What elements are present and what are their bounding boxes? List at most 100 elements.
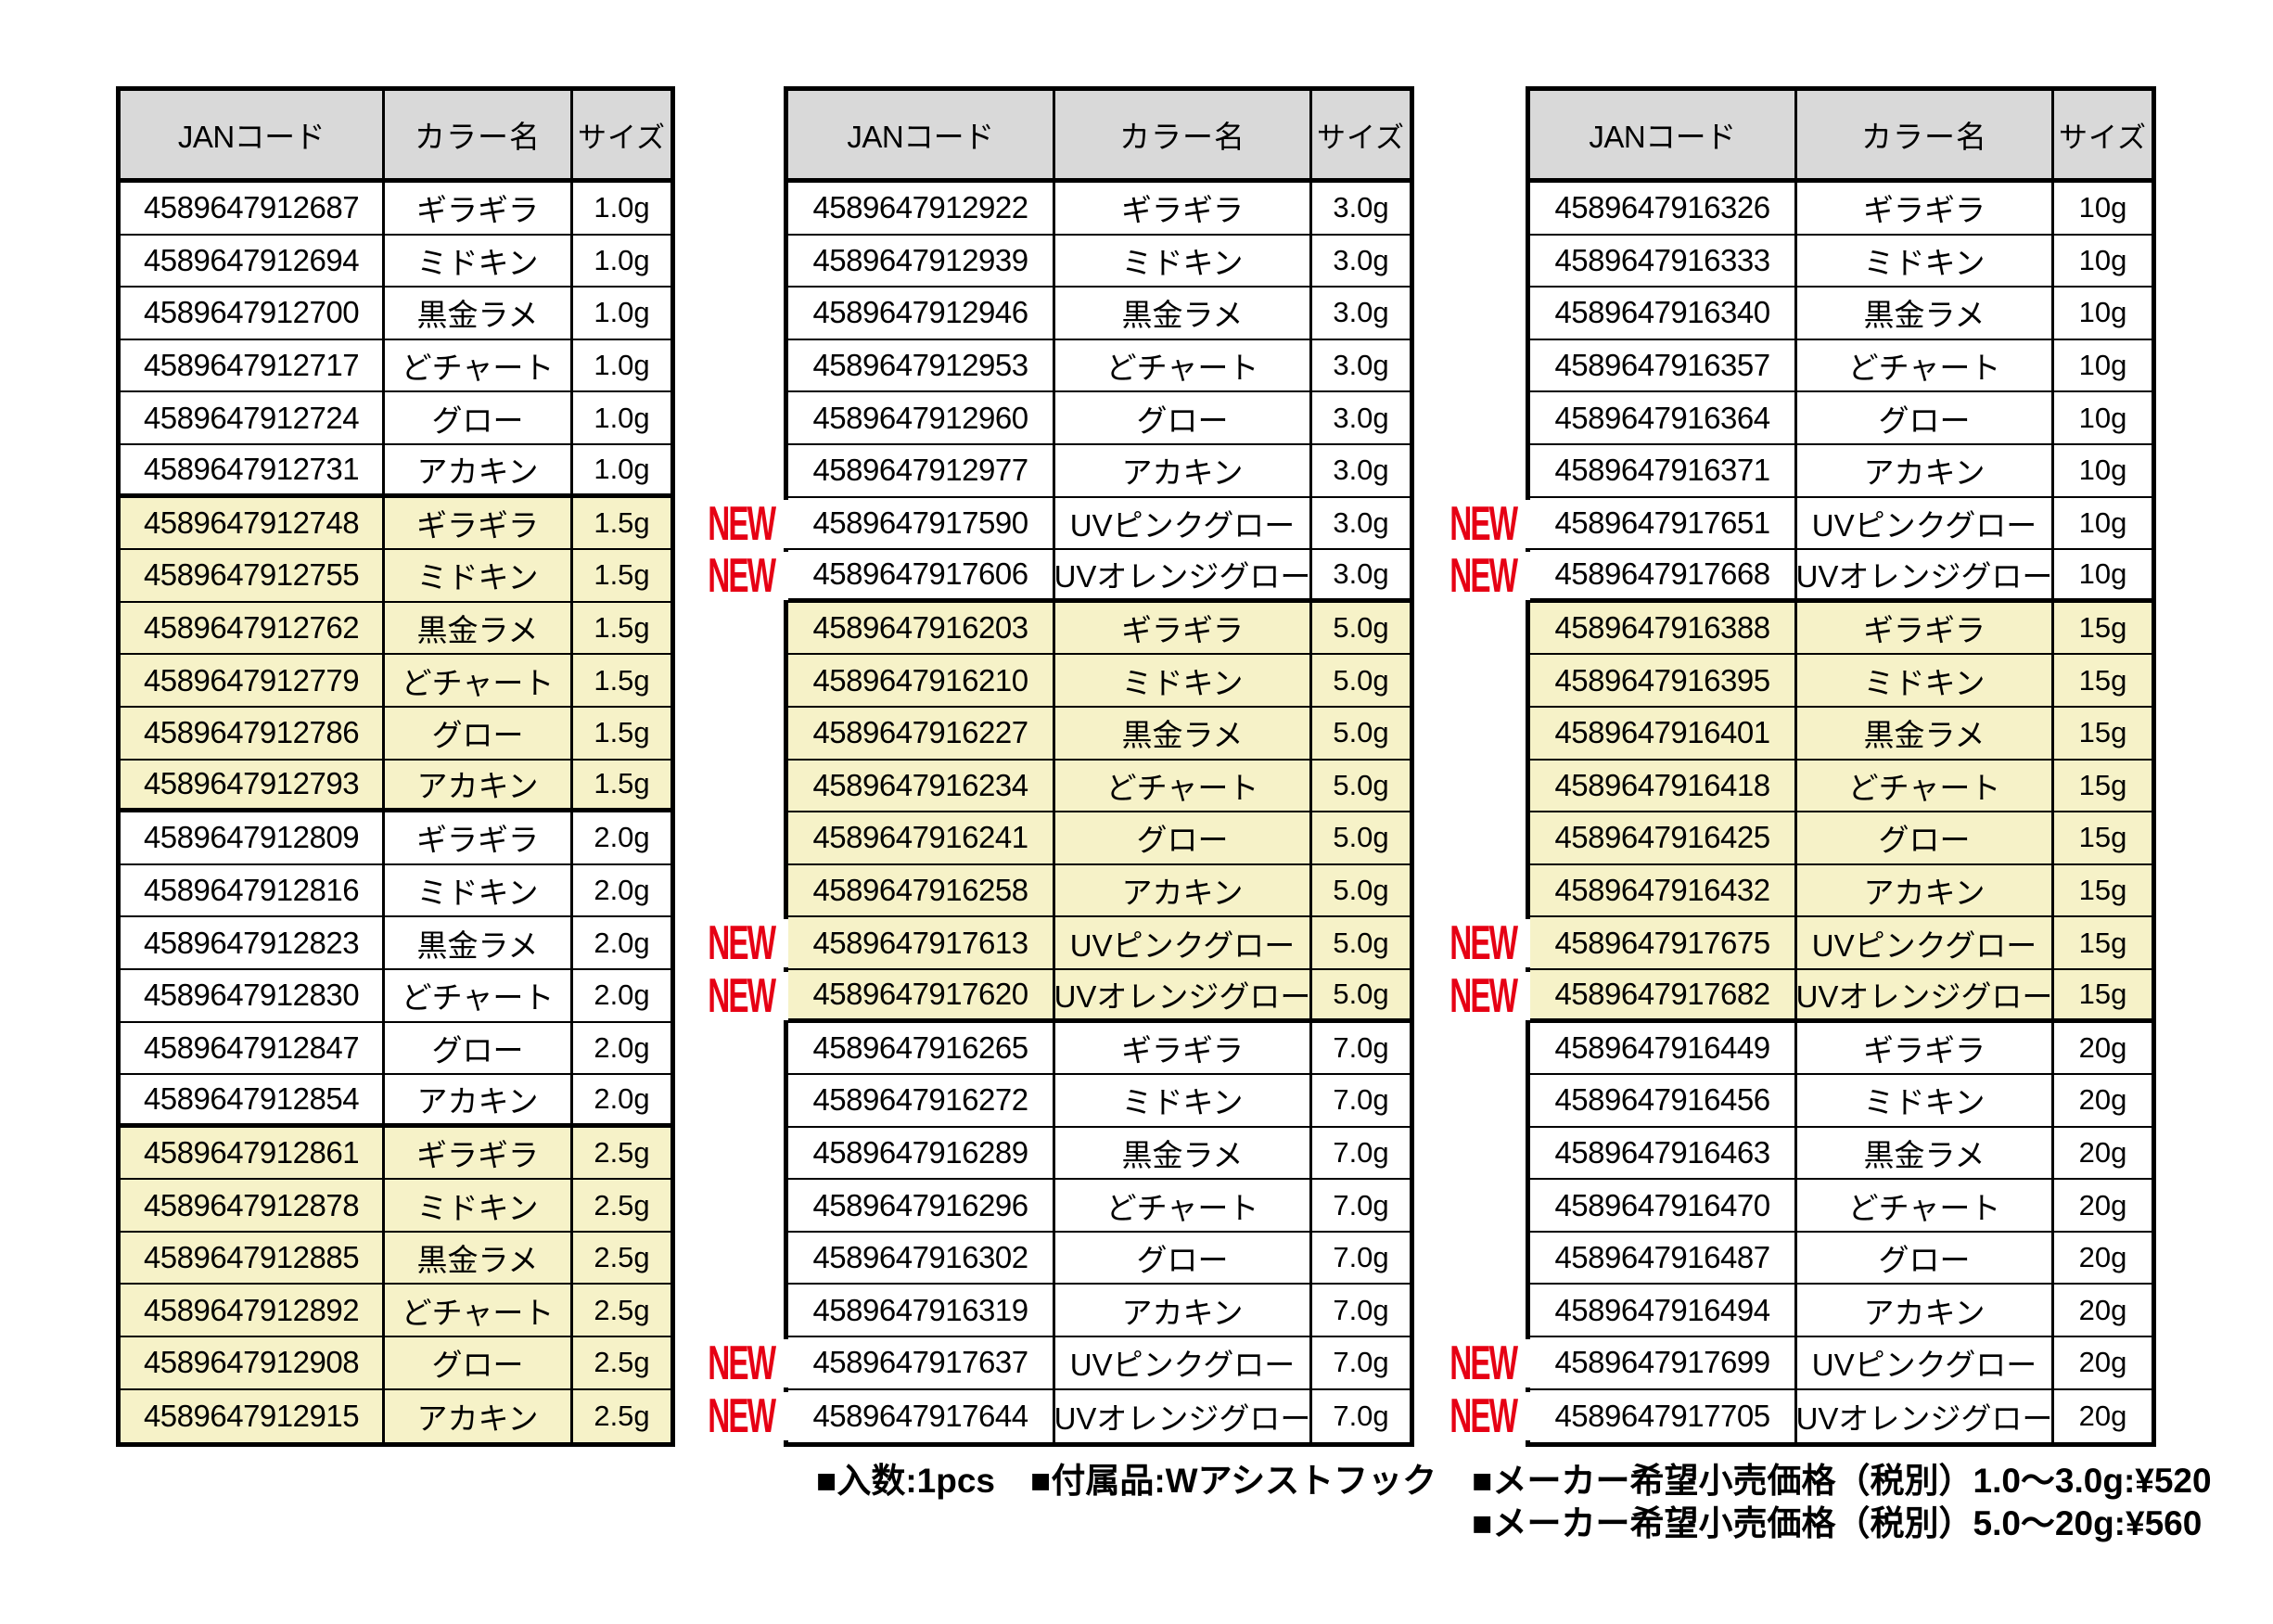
table-row: 4589647916357 どチャート 10g — [1530, 339, 2152, 393]
color-cell: どチャート — [1055, 760, 1312, 812]
table-body: 4589647912687 ギラギラ 1.0g 4589647912694 ミドキン 1.… — [121, 183, 670, 1443]
jan-cell: 4589647912793 — [121, 760, 385, 809]
table-row: 4589647912700 黒金ラメ 1.0g — [121, 288, 670, 340]
size-cell: 3.0g — [1333, 191, 1389, 224]
new-badge-label: NEW — [1449, 1336, 1519, 1391]
color-cell: アカキン — [385, 760, 573, 809]
table-row: 4589647912823 黒金ラメ 2.0g — [121, 917, 670, 970]
jan-code-table-sizes-10g-20g: JANコード カラー名 サイズ 4589647916326 ギラギラ 10g 4589… — [1437, 86, 2156, 1448]
color-cell: 黒金ラメ — [1797, 288, 2054, 339]
table-row: 4589647912861 ギラギラ 2.5g — [121, 1127, 670, 1181]
color-cell: アカキン — [385, 444, 573, 493]
jan-cell: 4589647912762 — [121, 602, 385, 654]
table-row: 4589647916395 ミドキン 15g — [1530, 655, 2152, 708]
table-row: 4589647916326 ギラギラ 10g — [1530, 183, 2152, 236]
size-cell: 1.0g — [594, 296, 650, 329]
color-cell: グロー — [1055, 1232, 1312, 1284]
new-badge-label: NEW — [708, 968, 777, 1023]
jan-cell: 4589647916395 — [1530, 655, 1797, 706]
jan-cell: 4589647917613 — [788, 917, 1055, 968]
new-badge: NEW — [695, 549, 788, 603]
size-cell: 20g — [2078, 1083, 2127, 1117]
column-header-jan: JANコード — [1530, 91, 1797, 178]
jan-code-table-sizes-1.0g-2.5g: JANコード カラー名 サイズ 4589647912687 ギラギラ 1.0g 458… — [116, 86, 675, 1448]
table-row: NEW 4589647917644 UVオレンジグロー 7.0g — [695, 1389, 1410, 1443]
jan-cell: 4589647916333 — [1530, 235, 1797, 287]
color-cell: グロー — [1055, 812, 1312, 863]
size-cell: 2.0g — [594, 1030, 650, 1064]
table-row: 4589647912816 ミドキン 2.0g — [121, 864, 670, 918]
color-cell: どチャート — [385, 969, 573, 1021]
jan-cell: 4589647916265 — [788, 1022, 1055, 1074]
size-cell: 10g — [2078, 349, 2127, 382]
table-row: 4589647916371 アカキン 10g — [1530, 444, 2152, 498]
size-cell: 5.0g — [1333, 663, 1389, 697]
color-cell: アカキン — [1797, 864, 2054, 916]
table-row: 4589647912953 どチャート 3.0g — [788, 339, 1410, 393]
jan-cell: 4589647916432 — [1530, 864, 1797, 916]
table-row: 4589647916241 グロー 5.0g — [788, 812, 1410, 865]
column-header-size: サイズ — [2058, 121, 2148, 154]
table-row: NEW 4589647917613 UVピンクグロー 5.0g — [695, 916, 1410, 970]
jan-cell: 4589647916289 — [788, 1127, 1055, 1179]
column-header-jan: JANコード — [121, 91, 385, 178]
color-cell: ギラギラ — [385, 497, 573, 549]
jan-cell: 4589647916272 — [788, 1075, 1055, 1126]
size-cell: 5.0g — [1333, 926, 1389, 959]
jan-cell: 4589647912816 — [121, 864, 385, 916]
jan-cell: 4589647912687 — [121, 183, 385, 234]
jan-cell: 4589647912854 — [121, 1075, 385, 1123]
new-badge-label: NEW — [1449, 1388, 1519, 1443]
color-cell: 黒金ラメ — [1055, 288, 1312, 339]
size-cell: 7.0g — [1333, 1188, 1389, 1221]
color-cell: グロー — [1797, 392, 2054, 443]
table-row: 4589647916203 ギラギラ 5.0g — [788, 602, 1410, 656]
new-badge: NEW — [695, 497, 788, 551]
table-header-row: JANコード カラー名 サイズ — [788, 91, 1410, 183]
table-row: 4589647912892 どチャート 2.5g — [121, 1285, 670, 1338]
color-cell: ギラギラ — [385, 812, 573, 863]
color-cell: アカキン — [1797, 444, 2054, 496]
table-row: NEW 4589647917620 UVオレンジグロー 5.0g — [695, 969, 1410, 1023]
size-cell: 15g — [2078, 768, 2127, 801]
size-cell: 1.5g — [594, 716, 650, 749]
size-cell: 5.0g — [1333, 716, 1389, 749]
table-row: 4589647912717 どチャート 1.0g — [121, 339, 670, 393]
jan-cell: 4589647916302 — [788, 1232, 1055, 1284]
size-cell: 7.0g — [1333, 1241, 1389, 1274]
size-cell: 3.0g — [1333, 401, 1389, 434]
jan-cell: 4589647917651 — [1530, 497, 1797, 549]
table-row: 4589647912939 ミドキン 3.0g — [788, 235, 1410, 288]
jan-cell: 4589647916203 — [788, 602, 1055, 654]
table-row: NEW 4589647917682 UVオレンジグロー 15g — [1437, 969, 2152, 1023]
color-cell: UVオレンジグロー — [1054, 969, 1312, 1018]
table-body: 4589647912922 ギラギラ 3.0g 4589647912939 ミドキン 3.… — [695, 183, 1410, 1443]
table-row: 4589647912885 黒金ラメ 2.5g — [121, 1232, 670, 1285]
color-cell: 黒金ラメ — [385, 917, 573, 968]
color-cell: UVオレンジグロー — [1796, 550, 2054, 598]
size-cell: 20g — [2078, 1293, 2127, 1326]
jan-cell: 4589647912908 — [121, 1337, 385, 1388]
size-cell: 3.0g — [1333, 505, 1389, 539]
table-row: 4589647916234 どチャート 5.0g — [788, 760, 1410, 813]
table-row: 4589647912809 ギラギラ 2.0g — [121, 812, 670, 865]
color-cell: UVピンクグロー — [1797, 1337, 2054, 1388]
size-cell: 3.0g — [1333, 243, 1389, 276]
table-row: NEW 4589647917668 UVオレンジグロー 10g — [1437, 549, 2152, 603]
color-cell: ミドキン — [1797, 655, 2054, 706]
color-cell: ミドキン — [1055, 1075, 1312, 1126]
size-cell: 2.5g — [594, 1293, 650, 1326]
color-cell: グロー — [1055, 392, 1312, 443]
new-badge: NEW — [1437, 969, 1530, 1023]
jan-cell: 4589647916487 — [1530, 1232, 1797, 1284]
color-cell: ミドキン — [1797, 1075, 2054, 1126]
jan-cell: 4589647912700 — [121, 288, 385, 339]
size-cell: 5.0g — [1333, 977, 1389, 1010]
color-cell: どチャート — [385, 1285, 573, 1336]
size-cell: 15g — [2078, 874, 2127, 907]
jan-cell: 4589647912861 — [121, 1127, 385, 1179]
table-row: NEW 4589647917705 UVオレンジグロー 20g — [1437, 1389, 2152, 1443]
color-cell: グロー — [1797, 1232, 2054, 1284]
size-cell: 3.0g — [1333, 349, 1389, 382]
